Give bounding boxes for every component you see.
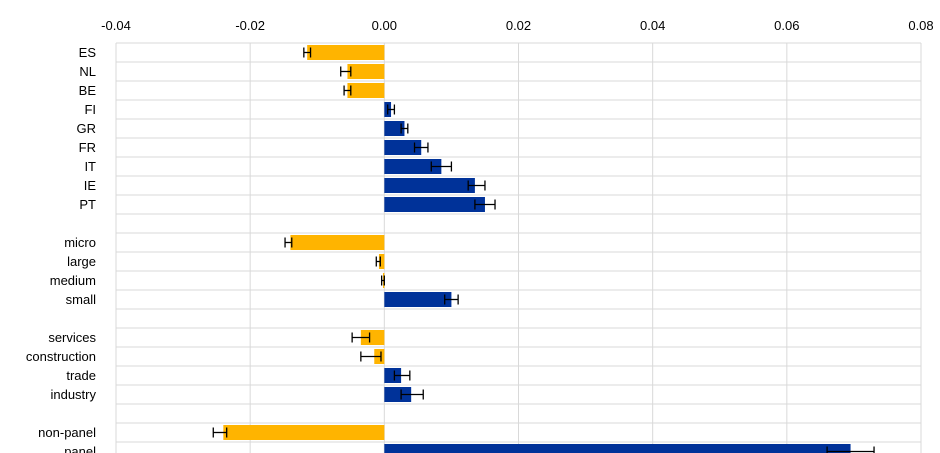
bar (384, 197, 485, 212)
category-label: NL (79, 64, 96, 79)
category-label: medium (50, 273, 96, 288)
bar (384, 387, 412, 402)
category-label: services (48, 330, 96, 345)
x-tick-label: 0.08 (908, 18, 933, 33)
category-label: industry (50, 387, 96, 402)
category-label: PT (79, 197, 96, 212)
x-tick-label: 0.00 (372, 18, 397, 33)
bar (347, 83, 385, 98)
bar (223, 425, 385, 440)
x-tick-label: 0.06 (774, 18, 799, 33)
category-label: GR (77, 121, 97, 136)
x-axis-ticks: -0.04 -0.02 0.00 0.02 0.04 0.06 0.08 (101, 18, 933, 33)
x-tick-label: -0.04 (101, 18, 131, 33)
category-label: IT (84, 159, 96, 174)
category-label: construction (26, 349, 96, 364)
bar (384, 140, 422, 155)
category-label: ES (79, 45, 97, 60)
gridlines (115, 43, 922, 453)
category-label: FR (79, 140, 96, 155)
bar (384, 368, 402, 383)
bar (384, 121, 405, 136)
category-label: IE (84, 178, 97, 193)
bar (384, 178, 475, 193)
category-labels: ES NL BE FI GR FR IT IE PT micro large medium small s… (26, 45, 97, 453)
category-label: BE (79, 83, 97, 98)
bar (384, 159, 442, 174)
category-label: small (66, 292, 96, 307)
bar (307, 45, 385, 60)
bars (223, 45, 851, 453)
category-label: large (67, 254, 96, 269)
x-tick-label: 0.02 (506, 18, 531, 33)
bar (347, 64, 385, 79)
bar (384, 292, 452, 307)
category-label: micro (64, 235, 96, 250)
row-separators (116, 42, 921, 443)
bar (384, 444, 851, 453)
x-tick-label: -0.02 (235, 18, 265, 33)
category-label: panel (64, 444, 96, 453)
error-bars (212, 47, 875, 453)
bar (360, 330, 385, 345)
bar (290, 235, 385, 250)
bar (378, 254, 385, 269)
x-tick-label: 0.04 (640, 18, 665, 33)
category-label: trade (66, 368, 96, 383)
category-label: non-panel (38, 425, 96, 440)
category-label: FI (84, 102, 96, 117)
